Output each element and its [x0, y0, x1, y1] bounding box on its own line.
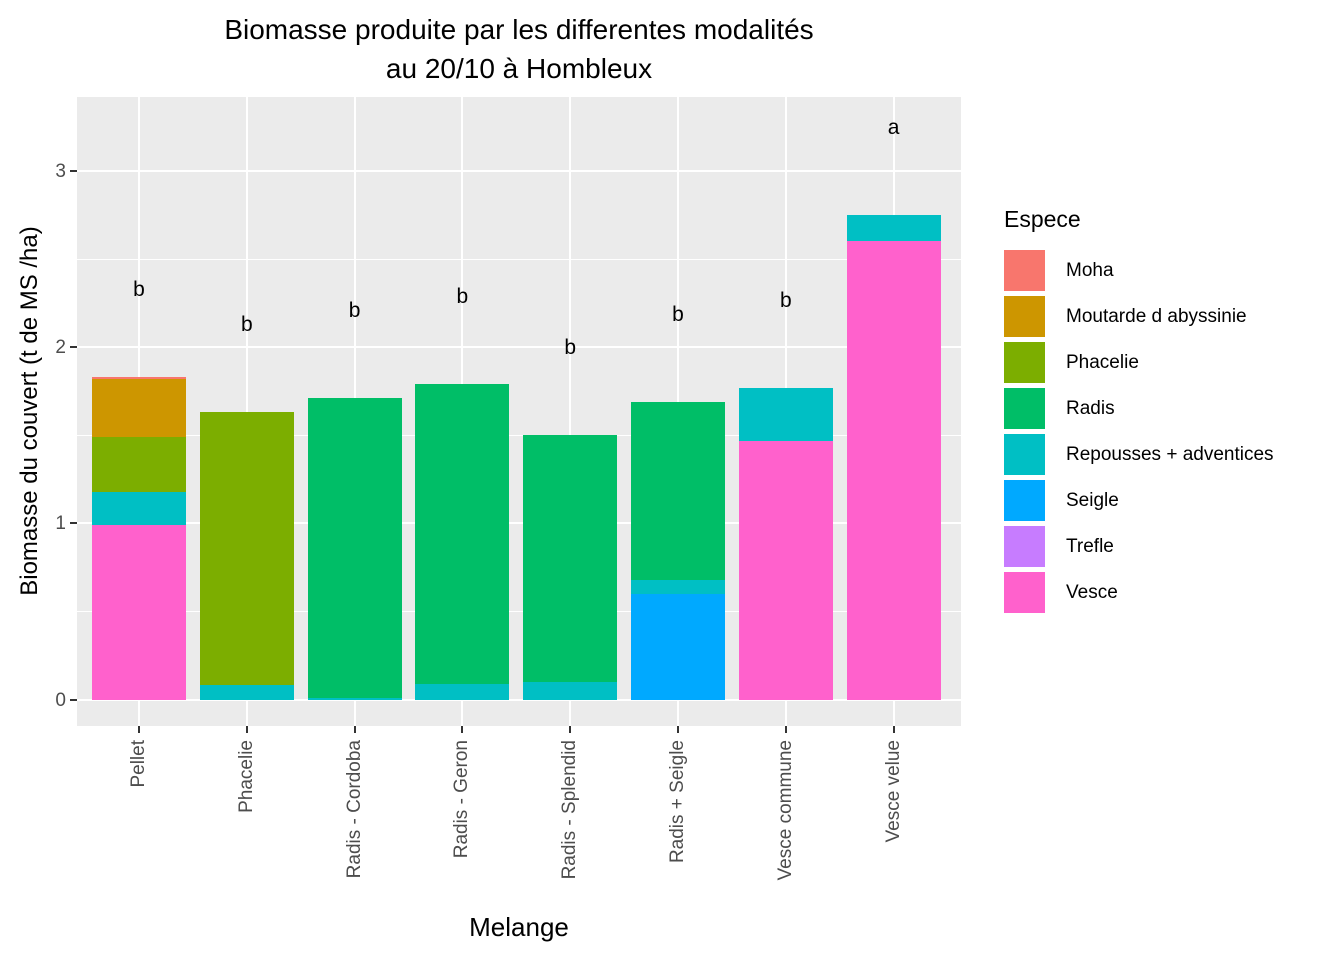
significance-letter: b [456, 285, 469, 309]
legend-label: Moha [1066, 260, 1114, 281]
significance-letter: b [672, 302, 684, 326]
x-tick-mark [138, 726, 140, 733]
legend-label: Phacelie [1066, 352, 1139, 373]
y-tick-label: 2 [55, 337, 66, 359]
bar-segment-repousses-adventices [846, 215, 941, 242]
legend-swatch-trefle [1004, 526, 1045, 567]
y-tick-mark [70, 170, 77, 172]
y-tick-label: 3 [55, 161, 66, 182]
legend-swatch-radis [1004, 388, 1045, 429]
plot-title-line1: Biomasse produite par les differentes mo… [224, 14, 814, 45]
bar-segment-repousses-adventices [307, 697, 402, 700]
significance-letter: a [887, 115, 900, 139]
bar-segment-vesce [738, 440, 833, 700]
x-tick-label: Vesce velue [882, 740, 904, 843]
x-tick-mark [461, 726, 464, 733]
bar-segment-repousses-adventices [92, 491, 186, 526]
legend-label: Radis [1066, 398, 1115, 419]
legend-swatch-vesce [1004, 572, 1045, 613]
y-tick-mark [70, 346, 77, 349]
bar-segment-vesce [846, 241, 941, 700]
gridline-vertical [569, 97, 572, 726]
legend-swatch-seigle [1004, 480, 1045, 521]
bar-segment-radis [307, 398, 402, 698]
plot-title-line2: au 20/10 à Hombleux [385, 53, 653, 84]
significance-letter: b [348, 299, 361, 323]
gridline-major [77, 522, 961, 525]
bar-segment-repousses-adventices [523, 681, 618, 700]
bar-segment-seigle [631, 593, 725, 700]
bar-segment-repousses-adventices [738, 387, 833, 441]
bar-segment-radis [631, 401, 725, 580]
legend-swatch-repousses-adventices [1004, 434, 1045, 475]
y-tick-label: 1 [55, 513, 66, 535]
gridline-minor [77, 610, 961, 612]
x-tick-mark [892, 726, 895, 733]
legend-label: Repousses + adventices [1066, 444, 1274, 465]
x-tick-mark [784, 726, 787, 733]
legend-swatch-phacelie [1004, 342, 1045, 383]
legend-label: Vesce [1066, 582, 1118, 603]
x-axis-title: Melange [469, 912, 569, 942]
bar-segment-radis [523, 435, 618, 682]
gridline-minor [77, 258, 961, 260]
x-tick-mark [353, 726, 356, 733]
x-tick-label: Radis - Cordoba [343, 740, 365, 879]
x-tick-label: Radis - Geron [451, 740, 473, 859]
bar-segment-moutarde-d-abyssinie [92, 378, 186, 438]
plot-title: Biomasse produite par les differentes mo… [77, 10, 961, 88]
legend-label: Trefle [1066, 536, 1114, 557]
significance-letter: b [133, 278, 145, 302]
gridline-vertical [245, 97, 248, 726]
y-tick-label: 0 [55, 689, 66, 711]
y-axis-title: Biomasse du couvert (t de MS /ha) [16, 226, 43, 596]
legend-title: Espece [1004, 206, 1081, 232]
bar-segment-phacelie [92, 437, 186, 492]
y-tick-mark [70, 698, 77, 701]
gridline-major [77, 346, 961, 349]
x-tick-label: Radis - Splendid [559, 740, 581, 880]
y-tick-mark [70, 522, 77, 525]
significance-letter: b [564, 336, 577, 360]
gridline-minor [77, 434, 961, 436]
significance-letter: b [779, 288, 792, 312]
x-tick-label: Pellet [128, 740, 149, 788]
x-tick-label: Radis + Seigle [667, 740, 688, 864]
bar-segment-repousses-adventices [631, 579, 725, 594]
x-tick-label: Vesce commune [774, 740, 796, 881]
x-tick-mark [569, 726, 572, 733]
bar-segment-phacelie [199, 412, 294, 686]
significance-letter: b [240, 313, 253, 337]
gridline-major [77, 698, 961, 701]
gridline-major [77, 170, 961, 172]
legend-swatch-moha [1004, 250, 1045, 291]
bar-segment-vesce [92, 525, 186, 700]
x-tick-label: Phacelie [235, 740, 257, 813]
x-tick-mark [677, 726, 679, 733]
bar-segment-repousses-adventices [415, 683, 510, 700]
legend-label: Seigle [1066, 490, 1119, 511]
legend-swatch-moutarde-d-abyssinie [1004, 296, 1045, 337]
bar-segment-repousses-adventices [199, 685, 294, 700]
legend-label: Moutarde d abyssinie [1066, 306, 1247, 327]
x-tick-mark [245, 726, 248, 733]
bar-segment-radis [415, 384, 510, 684]
bar-segment-moha [92, 377, 186, 379]
